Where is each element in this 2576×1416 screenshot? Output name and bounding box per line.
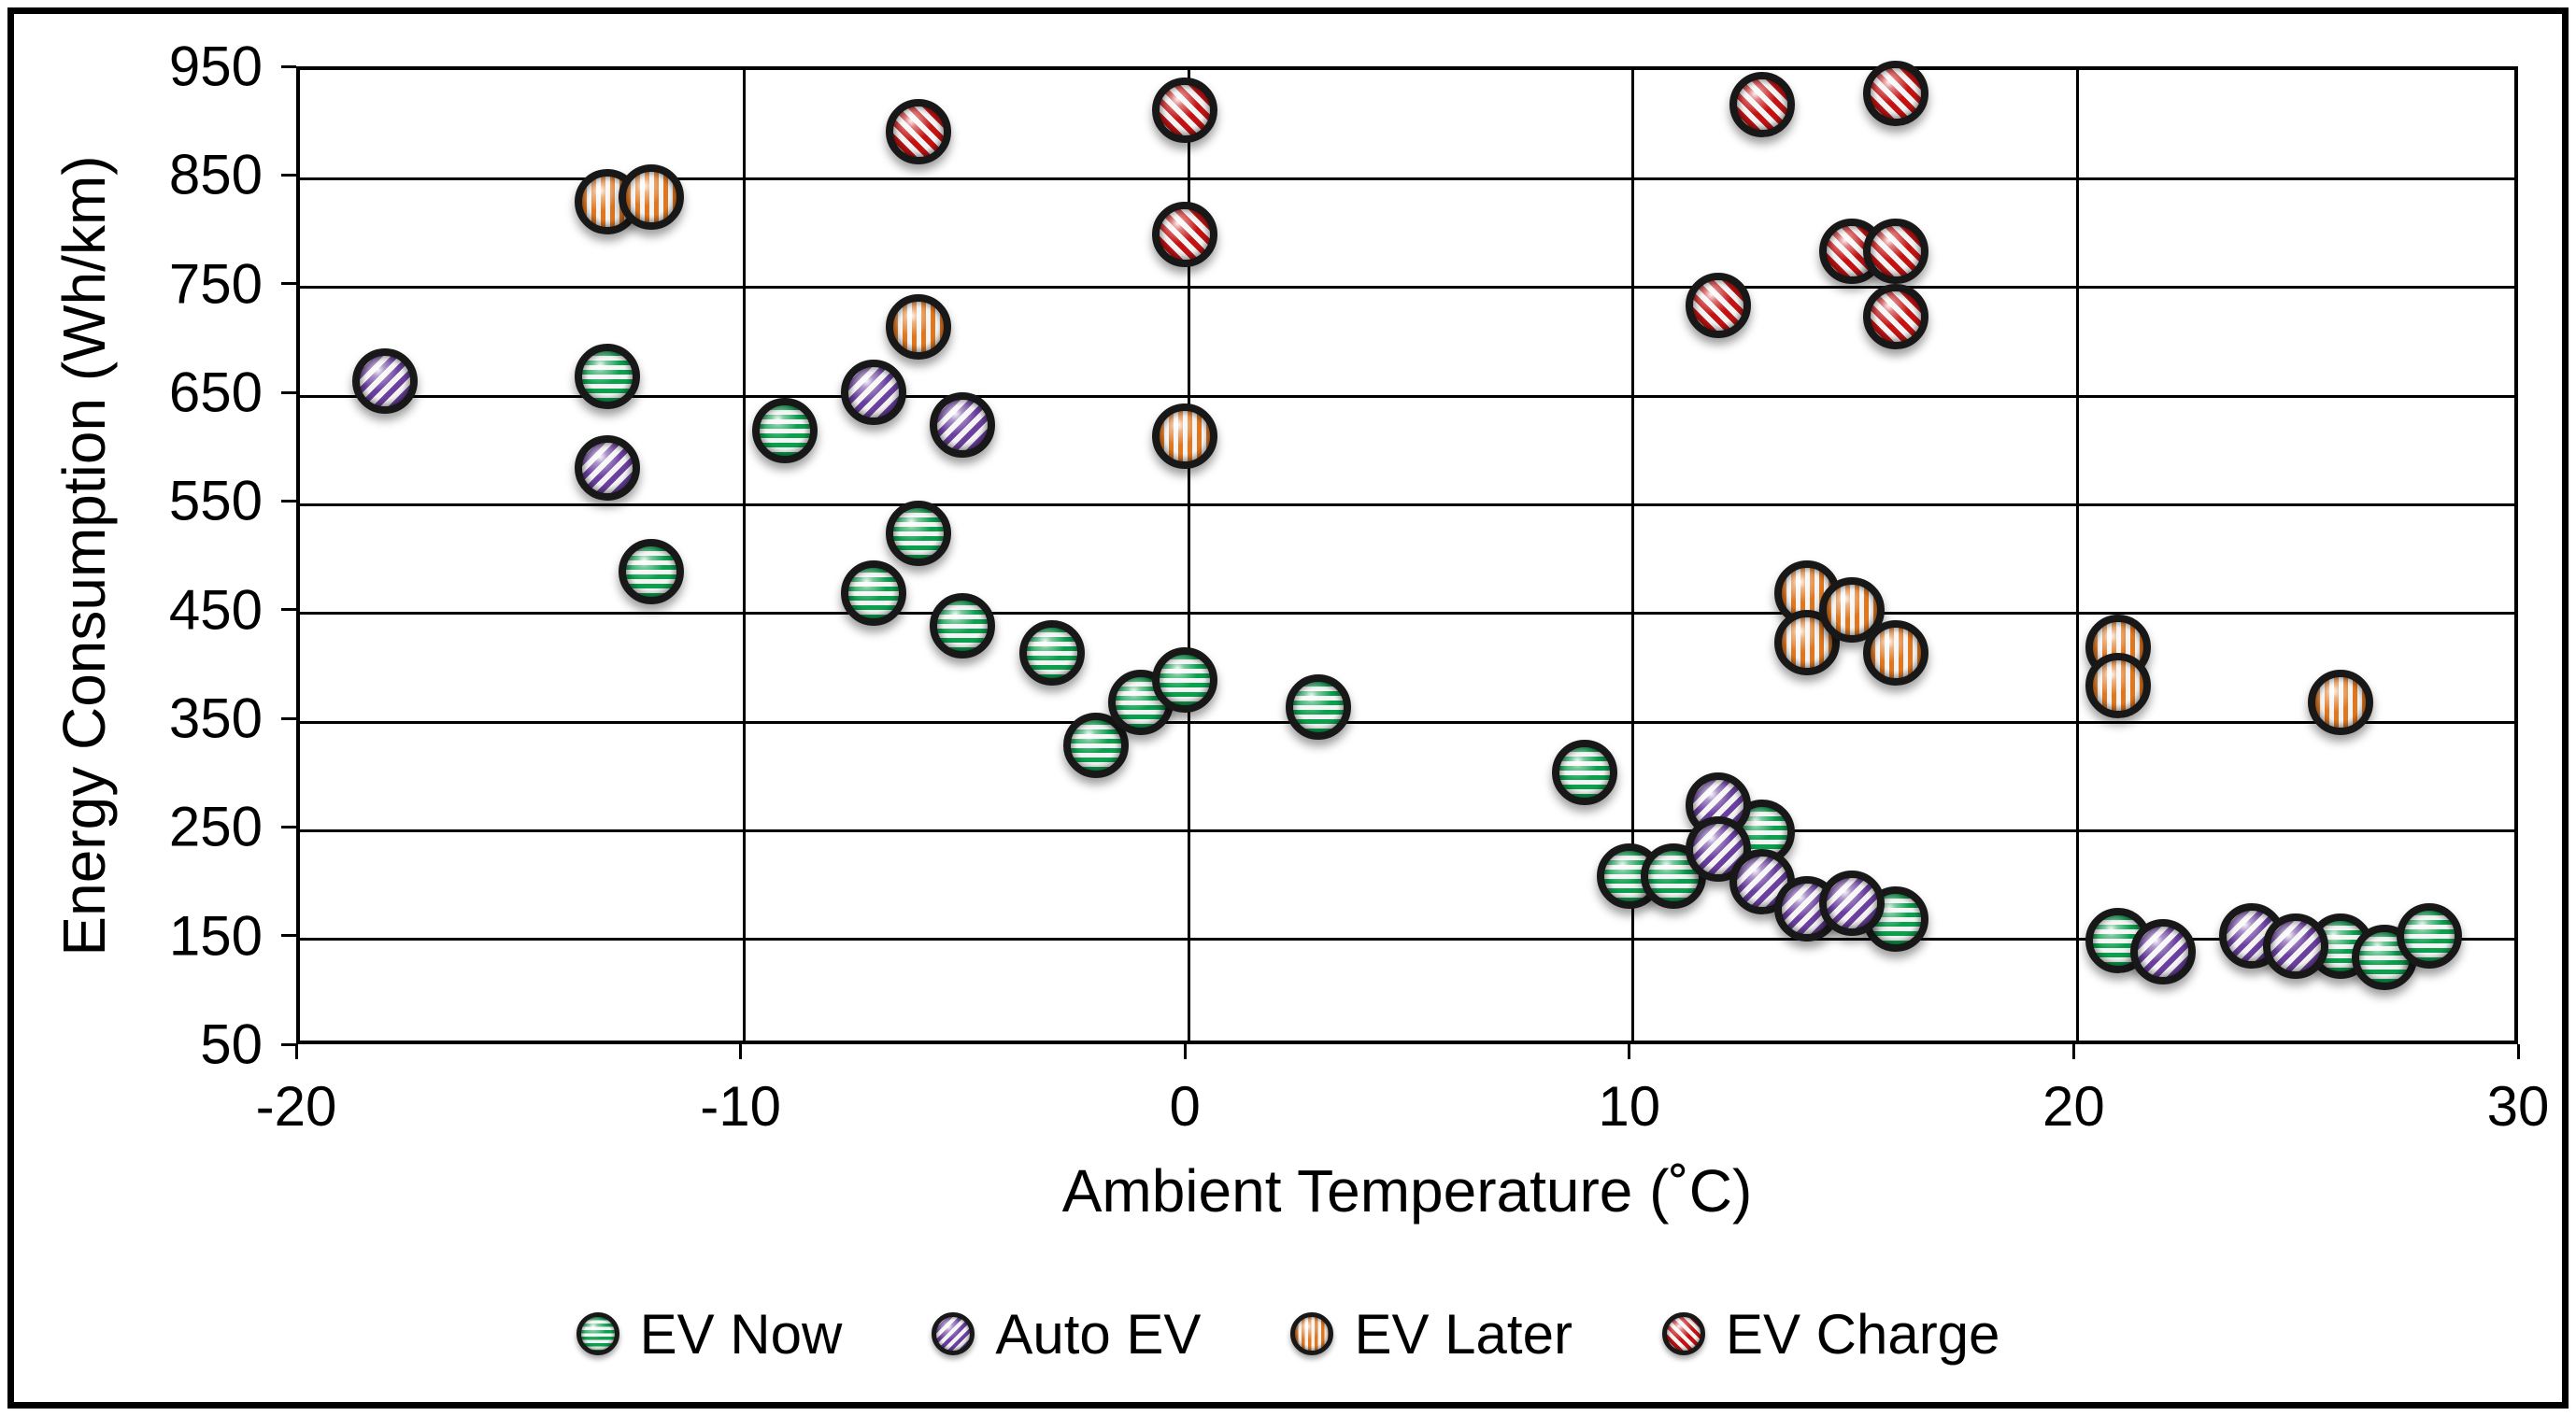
gridline-vertical xyxy=(1631,66,1635,1044)
data-point-ev-now xyxy=(885,501,951,567)
gridline-horizontal xyxy=(296,720,2518,724)
y-axis-tick-label: 150 xyxy=(168,904,263,968)
data-point-ev-now xyxy=(841,560,907,627)
data-point-ev-now xyxy=(2396,902,2462,969)
data-point-ev-now xyxy=(930,593,996,659)
legend-item-ev-now: EV Now xyxy=(576,1302,843,1366)
y-axis-tick-label: 550 xyxy=(168,469,263,532)
gridline-horizontal xyxy=(296,177,2518,180)
x-axis-tick xyxy=(1183,1044,1187,1059)
legend-marker-auto-ev xyxy=(932,1312,975,1355)
data-point-ev-now xyxy=(619,538,685,604)
y-axis-tick xyxy=(281,608,296,612)
data-point-ev-later xyxy=(885,294,951,361)
data-point-auto-ev xyxy=(574,435,640,502)
data-point-ev-later xyxy=(2085,653,2151,719)
gridline-vertical xyxy=(743,66,747,1044)
x-axis-tick xyxy=(1628,1044,1631,1059)
y-axis-tick-label: 650 xyxy=(168,361,263,424)
data-point-ev-now xyxy=(574,343,640,409)
gridline-vertical xyxy=(1187,66,1190,1044)
data-point-ev-later xyxy=(1818,576,1885,643)
data-point-ev-charge xyxy=(1685,272,1751,338)
gridline-horizontal xyxy=(296,394,2518,398)
y-axis-tick-label: 750 xyxy=(168,252,263,316)
data-point-ev-now xyxy=(1018,620,1085,687)
data-point-ev-charge xyxy=(1863,218,1929,284)
x-axis-tick-label: -20 xyxy=(255,1075,337,1138)
y-axis-tick xyxy=(281,716,296,720)
gridline-horizontal xyxy=(296,612,2518,616)
data-point-auto-ev xyxy=(841,360,907,425)
legend-marker-ev-later xyxy=(1290,1312,1334,1355)
y-axis-tick xyxy=(281,499,296,503)
data-point-auto-ev xyxy=(2129,919,2196,985)
x-axis-title: Ambient Temperature (˚C) xyxy=(1061,1157,1753,1225)
y-axis-tick-label: 450 xyxy=(168,578,263,642)
data-point-auto-ev xyxy=(930,391,996,458)
data-point-ev-now xyxy=(1285,674,1351,741)
x-axis-tick xyxy=(294,1044,298,1059)
data-point-ev-later xyxy=(2307,669,2373,735)
y-axis-tick xyxy=(281,825,296,828)
y-axis-tick-label: 950 xyxy=(168,35,263,98)
y-axis-tick xyxy=(281,173,296,177)
data-point-ev-later xyxy=(619,163,685,230)
y-axis-title: Energy Consumption (Wh/km) xyxy=(50,154,118,956)
y-axis-tick xyxy=(281,934,296,938)
gridline-horizontal xyxy=(296,286,2518,290)
legend: EV Now Auto EV EV Later EV Charge xyxy=(0,1302,2576,1366)
legend-label-auto-ev: Auto EV xyxy=(995,1302,1202,1366)
x-axis-tick-label: 10 xyxy=(1598,1075,1661,1138)
data-point-ev-now xyxy=(1152,647,1218,714)
data-point-ev-now xyxy=(752,397,818,463)
x-axis-tick-label: 20 xyxy=(2042,1075,2105,1138)
x-axis-tick-label: 0 xyxy=(1169,1075,1201,1138)
legend-item-ev-charge: EV Charge xyxy=(1661,1302,2000,1366)
y-axis-tick-label: 350 xyxy=(168,687,263,750)
gridline-horizontal xyxy=(296,938,2518,942)
legend-item-ev-later: EV Later xyxy=(1290,1302,1573,1366)
data-point-ev-later xyxy=(1863,620,1929,687)
gridline-vertical xyxy=(2075,66,2079,1044)
gridline-horizontal xyxy=(296,828,2518,832)
x-axis-tick xyxy=(739,1044,743,1059)
data-point-auto-ev xyxy=(2263,913,2329,980)
data-point-ev-charge xyxy=(1152,77,1218,143)
data-point-ev-charge xyxy=(1863,283,1929,349)
legend-label-ev-charge: EV Charge xyxy=(1725,1302,2000,1366)
data-point-auto-ev xyxy=(352,348,419,415)
data-point-ev-charge xyxy=(1863,61,1929,127)
x-axis-tick-label: -10 xyxy=(700,1075,781,1138)
gridline-horizontal xyxy=(296,503,2518,506)
legend-marker-ev-charge xyxy=(1661,1312,1705,1355)
data-point-auto-ev xyxy=(1818,870,1885,936)
data-point-ev-charge xyxy=(1152,202,1218,268)
y-axis-tick-label: 850 xyxy=(168,143,263,206)
data-point-ev-charge xyxy=(1729,71,1796,137)
legend-label-ev-now: EV Now xyxy=(639,1302,843,1366)
x-axis-tick xyxy=(2071,1044,2075,1059)
legend-item-auto-ev: Auto EV xyxy=(932,1302,1201,1366)
y-axis-tick xyxy=(281,1042,296,1046)
legend-marker-ev-now xyxy=(576,1312,619,1355)
data-point-auto-ev xyxy=(1685,815,1751,882)
legend-label-ev-later: EV Later xyxy=(1354,1302,1573,1366)
data-point-ev-later xyxy=(1152,403,1218,469)
data-point-ev-now xyxy=(1552,740,1618,806)
y-axis-tick-label: 50 xyxy=(200,1012,263,1076)
y-axis-tick xyxy=(281,64,296,68)
y-axis-tick xyxy=(281,282,296,286)
x-axis-tick xyxy=(2516,1044,2520,1059)
data-point-ev-now xyxy=(1063,713,1130,779)
data-point-ev-charge xyxy=(885,98,951,164)
y-axis-tick-label: 250 xyxy=(168,795,263,858)
x-axis-tick-label: 30 xyxy=(2486,1075,2550,1138)
y-axis-tick xyxy=(281,390,296,394)
